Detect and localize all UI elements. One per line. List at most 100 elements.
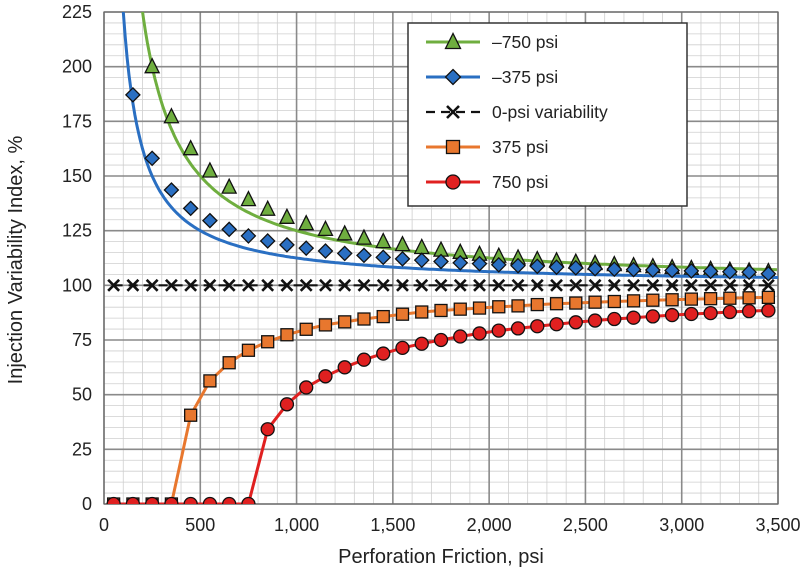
series-point — [683, 262, 700, 279]
x-mark-stroke — [530, 278, 544, 292]
series-point — [703, 292, 718, 306]
legend-item: –375 psi — [426, 67, 558, 87]
x-mark-stroke — [550, 278, 563, 292]
x-mark-stroke — [742, 278, 756, 292]
series-point — [299, 380, 314, 395]
series-point — [241, 496, 256, 504]
plot-border — [103, 11, 779, 505]
series-2 — [107, 278, 775, 292]
series-point — [530, 297, 544, 312]
series-point — [279, 236, 295, 253]
x-tick-label: 500 — [185, 515, 215, 535]
series-point — [549, 297, 564, 311]
y-tick-label: 150 — [62, 166, 92, 186]
x-tick-label: 1,500 — [370, 515, 415, 535]
series-point — [433, 253, 449, 270]
x-tick-label: 3,500 — [755, 515, 800, 535]
series-point — [761, 303, 776, 318]
series-point — [201, 212, 218, 229]
series-point — [260, 422, 275, 437]
x-mark-stroke — [473, 278, 486, 292]
series-point — [144, 150, 161, 167]
series-point — [336, 224, 353, 241]
series-point — [587, 260, 603, 277]
series-point — [415, 305, 429, 319]
x-mark-stroke — [242, 278, 255, 292]
x-mark-stroke — [761, 278, 775, 292]
series-point — [550, 278, 563, 292]
series-point — [125, 496, 141, 504]
legend-item: 750 psi — [426, 172, 548, 192]
x-mark-stroke — [126, 278, 140, 292]
series-point — [567, 259, 584, 276]
series-point — [587, 313, 603, 328]
series-point — [607, 311, 622, 327]
series-point — [164, 496, 179, 504]
x-mark-stroke — [203, 278, 217, 292]
series-point — [107, 278, 121, 292]
y-tick-label: 100 — [62, 275, 92, 295]
x-mark-stroke — [107, 278, 121, 292]
series-point — [742, 278, 756, 292]
series-point — [588, 295, 602, 309]
series-point — [446, 105, 460, 119]
series-point — [317, 243, 334, 259]
series-point — [760, 265, 777, 282]
x-mark-stroke — [607, 278, 621, 292]
x-mark-stroke — [446, 105, 460, 119]
x-axis-title: Perforation Friction, psi — [338, 546, 544, 568]
x-mark-stroke — [492, 278, 506, 292]
series-point — [723, 278, 737, 292]
series-point — [317, 219, 334, 237]
legend-label: –375 psi — [492, 67, 558, 87]
legend-item: –750 psi — [426, 32, 558, 52]
series-point — [704, 278, 718, 292]
y-tick-label: 50 — [72, 385, 92, 405]
series-point — [761, 278, 775, 292]
series-point — [645, 309, 660, 324]
series-point — [703, 305, 718, 321]
series-line — [121, 12, 778, 279]
series-point — [203, 278, 217, 292]
series-point — [241, 343, 256, 357]
x-mark-stroke — [261, 278, 275, 292]
legend-label: 375 psi — [492, 137, 548, 157]
series-point — [279, 397, 295, 412]
series-point — [357, 278, 371, 292]
x-mark-stroke — [338, 278, 352, 292]
series-markers — [106, 303, 776, 504]
series-point — [721, 263, 738, 280]
series-markers — [106, 290, 776, 504]
series-point — [510, 321, 526, 336]
legend-label: 750 psi — [492, 172, 548, 192]
series-point — [144, 496, 160, 504]
series-point — [318, 318, 333, 332]
series-point — [240, 227, 257, 244]
series-point — [240, 190, 257, 207]
legend: –750 psi –375 psi 0-psi variability 375 psi… — [407, 22, 688, 207]
series-point — [394, 235, 411, 252]
series-point — [471, 255, 488, 272]
series-point — [395, 307, 410, 321]
series-point — [126, 278, 140, 292]
series-point — [278, 207, 295, 224]
series-markers — [107, 278, 775, 292]
series-point — [607, 294, 621, 309]
series-point — [510, 257, 526, 274]
series-point — [106, 496, 121, 504]
series-point — [395, 340, 410, 356]
series-point — [376, 346, 391, 361]
series-point — [492, 278, 506, 292]
series-point — [742, 291, 756, 305]
series-point — [259, 199, 276, 216]
series-point — [357, 312, 371, 326]
x-mark-stroke — [184, 278, 198, 292]
x-tick-label: 2,000 — [467, 515, 512, 535]
series-point — [145, 278, 159, 292]
x-tick-label: 0 — [99, 515, 109, 535]
series-point — [299, 322, 313, 336]
series-point — [444, 68, 462, 86]
series-point — [261, 278, 275, 292]
series-markers — [124, 86, 777, 282]
